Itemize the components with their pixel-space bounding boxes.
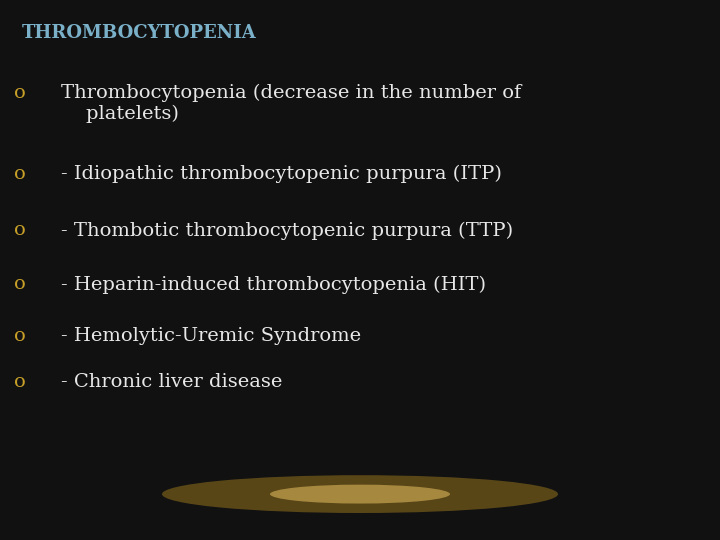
Text: Thrombocytopenia (decrease in the number of
    platelets): Thrombocytopenia (decrease in the number… [61, 84, 521, 123]
Text: o: o [14, 221, 26, 239]
Text: - Idiopathic thrombocytopenic purpura (ITP): - Idiopathic thrombocytopenic purpura (I… [61, 165, 502, 183]
Ellipse shape [270, 485, 450, 503]
Text: o: o [14, 327, 26, 345]
Text: - Chronic liver disease: - Chronic liver disease [61, 373, 282, 390]
Text: o: o [14, 165, 26, 183]
Text: o: o [14, 373, 26, 390]
Text: - Hemolytic-Uremic Syndrome: - Hemolytic-Uremic Syndrome [61, 327, 361, 345]
Text: o: o [14, 275, 26, 293]
Ellipse shape [162, 475, 558, 513]
Text: o: o [14, 84, 26, 102]
Text: - Thombotic thrombocytopenic purpura (TTP): - Thombotic thrombocytopenic purpura (TT… [61, 221, 513, 240]
Text: THROMBOCYTOPENIA: THROMBOCYTOPENIA [22, 24, 256, 42]
Text: - Heparin-induced thrombocytopenia (HIT): - Heparin-induced thrombocytopenia (HIT) [61, 275, 486, 294]
